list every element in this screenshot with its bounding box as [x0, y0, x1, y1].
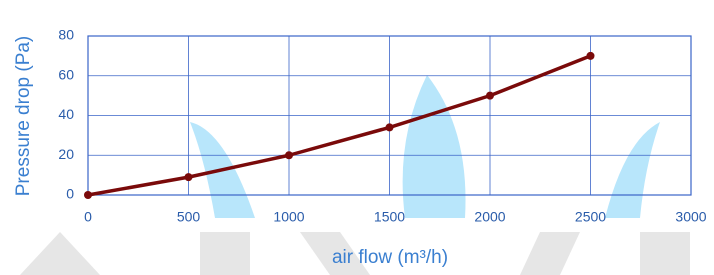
data-point: [285, 151, 293, 159]
y-tick-label: 40: [58, 106, 74, 122]
y-tick-label: 80: [58, 27, 74, 43]
x-tick-label: 1500: [374, 209, 405, 225]
x-axis-title: air flow (m³/h): [332, 247, 448, 268]
data-point: [84, 191, 92, 199]
data-point: [486, 92, 494, 100]
y-tick-label: 0: [66, 186, 74, 202]
chart: air flow (m³/h) Pressure drop (Pa) 0 20 40…: [0, 0, 714, 275]
watermark: [20, 75, 690, 275]
y-tick-label: 20: [58, 146, 74, 162]
x-tick-label: 500: [177, 209, 201, 225]
data-point: [386, 123, 394, 131]
y-axis-title: Pressure drop (Pa): [13, 36, 34, 197]
x-tick-label: 1000: [273, 209, 304, 225]
x-tick-label: 3000: [675, 209, 706, 225]
x-tick-label: 2000: [474, 209, 505, 225]
data-line: [88, 56, 591, 195]
y-tick-label: 60: [58, 66, 74, 82]
data-point: [185, 173, 193, 181]
data-point: [587, 52, 595, 60]
x-tick-label: 2500: [575, 209, 606, 225]
x-tick-label: 0: [84, 209, 92, 225]
